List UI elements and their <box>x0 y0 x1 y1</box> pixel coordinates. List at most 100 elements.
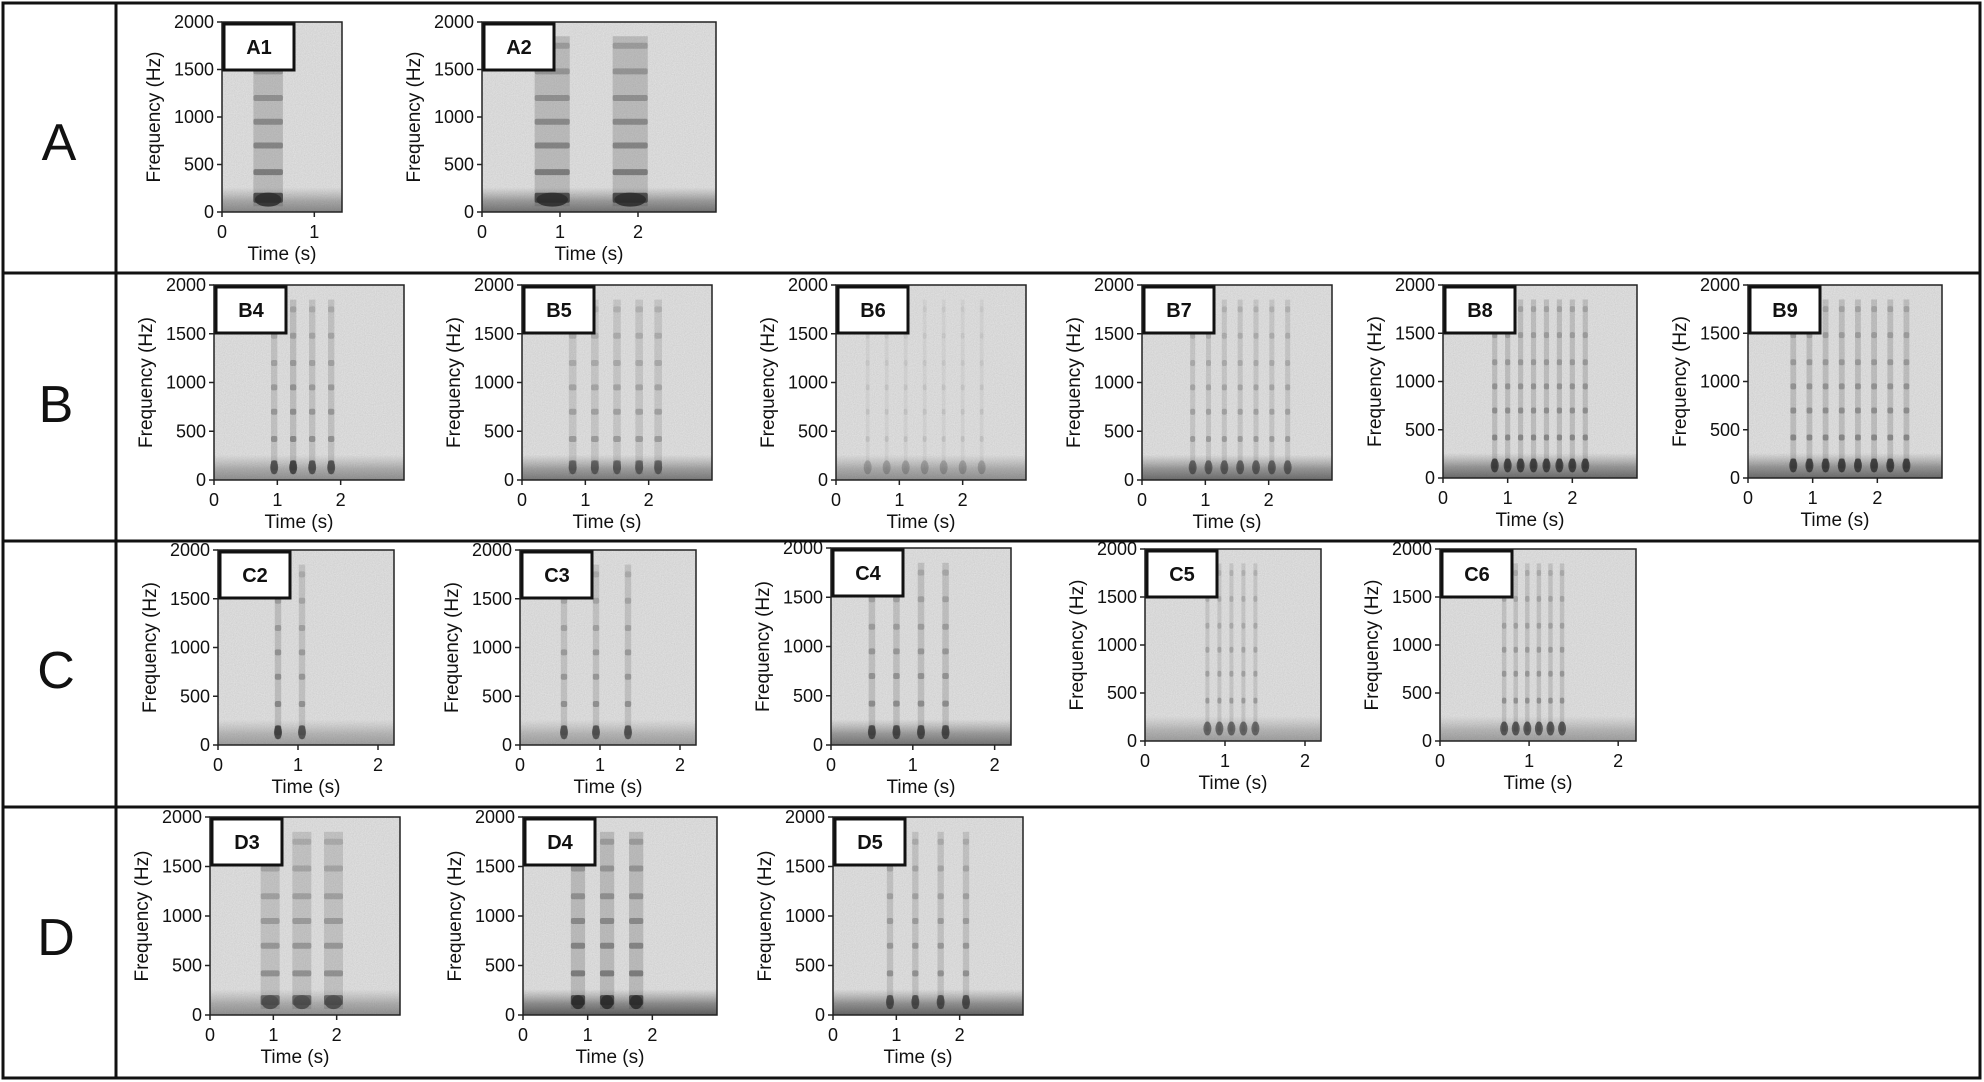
call-energy <box>1534 563 1543 736</box>
call-column <box>1559 563 1565 736</box>
harmonic-band <box>912 893 919 900</box>
panel-label: C6 <box>1464 564 1490 586</box>
harmonic-band <box>1582 306 1588 313</box>
call-base <box>590 460 599 475</box>
call-energy <box>292 831 312 1010</box>
harmonic-band <box>624 571 632 578</box>
harmonic-band <box>1582 434 1588 441</box>
call-base <box>1503 458 1512 473</box>
harmonic-band <box>893 596 900 603</box>
harmonic-band <box>942 569 949 576</box>
call-energy <box>1870 299 1879 473</box>
call-column <box>884 299 889 475</box>
call-energy <box>1523 563 1532 736</box>
call-base <box>254 192 282 207</box>
harmonic-band <box>1525 595 1530 602</box>
panel-label-box <box>222 22 296 72</box>
harmonic-band <box>1790 359 1797 366</box>
harmonic-band <box>309 436 316 443</box>
call-base <box>1239 721 1248 736</box>
spectrogram-panel-c4: 0 500 1000 1500 2000 0 1 2 Time (s) Frequency (Hz… <box>753 538 1012 798</box>
call-base <box>1902 458 1911 473</box>
harmonic-band <box>1903 434 1910 441</box>
harmonic-band <box>1559 697 1565 704</box>
x-axis-label: Time (s) <box>573 512 642 533</box>
call-column <box>1543 299 1550 473</box>
harmonic-band <box>298 571 306 578</box>
y-tick-label: 500 <box>1710 420 1740 440</box>
call-base <box>977 460 986 475</box>
call-column <box>903 299 908 475</box>
harmonic-band <box>1253 622 1258 629</box>
harmonic-band <box>1253 570 1258 576</box>
call-base <box>624 725 632 740</box>
harmonic-band <box>886 865 894 872</box>
harmonic-band <box>960 306 965 313</box>
x-tick-label: 2 <box>1613 751 1623 771</box>
harmonic-band <box>1221 306 1227 313</box>
harmonic-band <box>917 569 925 576</box>
harmonic-band <box>324 893 343 900</box>
x-axis-label: Time (s) <box>272 777 341 798</box>
x-axis-label: Time (s) <box>884 1047 953 1068</box>
harmonic-band <box>865 436 870 443</box>
harmonic-band <box>1217 646 1222 653</box>
panel-label-box <box>1145 549 1219 599</box>
call-base <box>941 725 950 740</box>
harmonic-band <box>292 838 312 845</box>
call-column <box>635 299 643 475</box>
y-tick-label: 500 <box>172 956 202 976</box>
harmonic-band <box>1556 332 1562 339</box>
y-tick-label: 1500 <box>475 857 515 877</box>
harmonic-band <box>886 917 894 924</box>
harmonic-band <box>962 970 970 977</box>
harmonic-band <box>1518 383 1524 390</box>
harmonic-band <box>1556 383 1562 390</box>
harmonic-band <box>292 917 312 924</box>
harmonic-band <box>942 673 949 680</box>
harmonic-band <box>1822 359 1829 366</box>
call-base <box>1203 721 1212 736</box>
harmonic-band <box>960 436 965 443</box>
y-tick-label: 0 <box>813 735 823 755</box>
y-tick-label: 2000 <box>170 540 210 560</box>
call-column <box>1285 299 1291 475</box>
harmonic-band <box>1838 407 1845 414</box>
harmonic-band <box>1548 570 1553 576</box>
x-tick-label: 2 <box>633 222 643 242</box>
call-column <box>1217 563 1222 736</box>
call-column <box>1221 299 1227 475</box>
harmonic-band <box>1217 697 1222 704</box>
harmonic-band <box>1548 697 1553 704</box>
harmonic-band <box>271 360 278 366</box>
x-tick-label: 2 <box>373 755 383 775</box>
call-energy <box>1251 563 1260 736</box>
call-base <box>1546 721 1555 736</box>
harmonic-band <box>1871 306 1878 313</box>
panel-label-box <box>482 22 556 72</box>
harmonic-band <box>613 384 621 391</box>
y-axis-label: Frequency (Hz) <box>753 581 774 712</box>
y-tick-label: 1000 <box>785 906 825 926</box>
call-energy <box>1227 563 1236 736</box>
panel-label: D3 <box>234 832 260 854</box>
call-column <box>1269 299 1275 475</box>
call-energy <box>1239 563 1248 736</box>
panel-label: D5 <box>857 832 883 854</box>
call-column <box>868 562 876 740</box>
y-tick-label: 2000 <box>1700 275 1740 295</box>
x-tick-label: 1 <box>1503 488 1513 508</box>
x-tick-label: 0 <box>209 490 219 510</box>
harmonic-band <box>893 648 900 655</box>
harmonic-band <box>324 838 343 845</box>
harmonic-band <box>534 142 570 149</box>
harmonic-band <box>613 332 621 339</box>
harmonic-band <box>1285 360 1291 366</box>
harmonic-band <box>1285 384 1291 391</box>
y-tick-label: 1500 <box>788 324 828 344</box>
x-tick-label: 1 <box>1220 751 1230 771</box>
call-column <box>292 831 312 1010</box>
row-label-b: B <box>39 376 74 434</box>
y-tick-label: 500 <box>1405 420 1435 440</box>
